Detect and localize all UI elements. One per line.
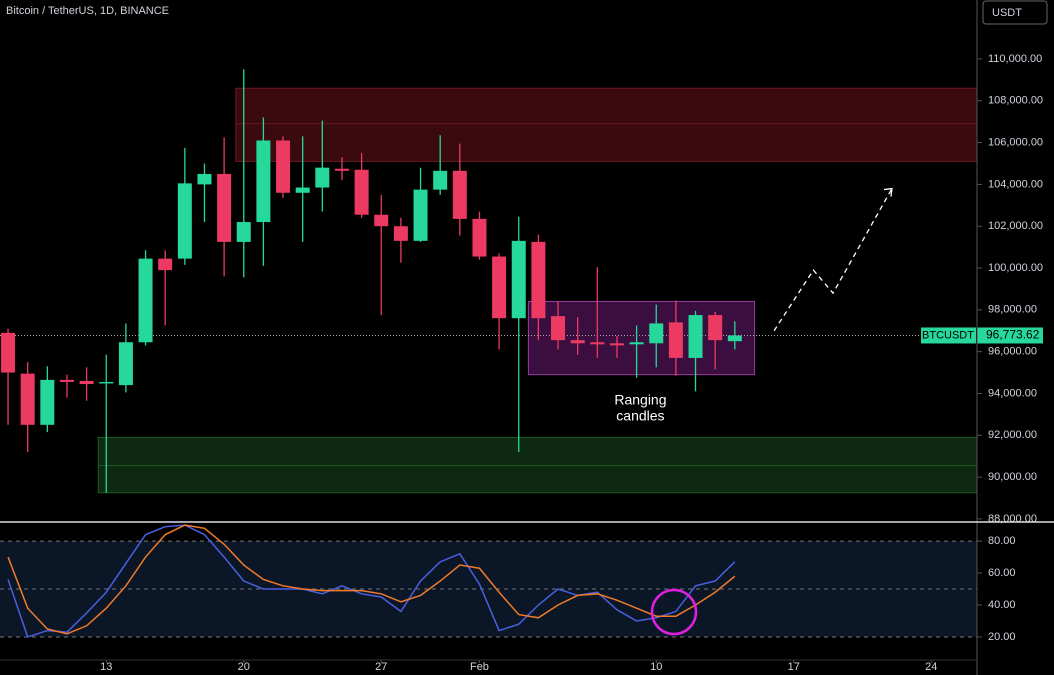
y-tick-label: 90,000.00 bbox=[988, 471, 1037, 483]
y-tick-label: 92,000.00 bbox=[988, 429, 1037, 441]
candle-body bbox=[629, 342, 644, 345]
annotation: Ranging bbox=[614, 392, 666, 408]
candle-body bbox=[413, 189, 428, 241]
candle-body bbox=[452, 170, 467, 219]
y-tick-label: 94,000.00 bbox=[988, 387, 1037, 399]
y-tick-label: 100,000.00 bbox=[988, 262, 1043, 274]
candle-body bbox=[236, 222, 251, 242]
x-tick-label: 24 bbox=[925, 661, 937, 673]
candle-body bbox=[570, 340, 585, 344]
candle-body bbox=[649, 323, 664, 344]
symbol-box bbox=[921, 327, 976, 344]
y-tick-label: 40.00 bbox=[988, 599, 1016, 611]
candle-body bbox=[708, 315, 723, 341]
x-tick-label: 20 bbox=[238, 661, 250, 673]
candle-body bbox=[590, 342, 605, 345]
highlight-circle bbox=[650, 588, 698, 636]
last-price-box bbox=[977, 327, 1043, 344]
last-price-label: 96,773.62 bbox=[986, 328, 1040, 342]
y-tick-label: 108,000.00 bbox=[988, 95, 1043, 107]
candle-body bbox=[393, 226, 408, 241]
candle-body bbox=[217, 173, 232, 242]
y-tick-label: 104,000.00 bbox=[988, 178, 1043, 190]
y-tick-label: 102,000.00 bbox=[988, 220, 1043, 232]
y-tick-label: 106,000.00 bbox=[988, 136, 1043, 148]
zone bbox=[97, 436, 977, 494]
candle-body bbox=[668, 322, 683, 358]
candle-body bbox=[334, 168, 349, 171]
candle-body bbox=[158, 258, 173, 271]
oscillator-line bbox=[7, 524, 736, 638]
annotation: candles bbox=[616, 408, 664, 424]
y-tick-label: 98,000.00 bbox=[988, 304, 1037, 316]
candle-body bbox=[138, 258, 153, 343]
oscillator-line bbox=[7, 524, 736, 635]
candle-body bbox=[315, 167, 330, 188]
projection-path bbox=[773, 188, 893, 332]
zone bbox=[235, 87, 977, 162]
candle-body bbox=[688, 315, 703, 358]
candle-body bbox=[177, 183, 192, 259]
candle-body bbox=[472, 218, 487, 257]
y-tick-label: 110,000.00 bbox=[988, 53, 1042, 65]
candle-body bbox=[20, 373, 35, 425]
candle-body bbox=[40, 379, 55, 425]
candle-body bbox=[99, 381, 114, 384]
candle-body bbox=[256, 140, 271, 223]
y-tick-label: 88,000.00 bbox=[988, 513, 1037, 525]
candle-body bbox=[354, 169, 369, 215]
x-tick-label: 27 bbox=[375, 661, 387, 673]
chart-title: Bitcoin / TetherUS, 1D, BINANCE bbox=[6, 5, 169, 17]
oscillator-pane bbox=[0, 524, 977, 638]
axes: 88,000.00 90,000.00 92,000.00 94,000.00 96,0… bbox=[100, 53, 1043, 673]
candle-body bbox=[609, 343, 624, 346]
x-tick-label: Feb bbox=[470, 661, 489, 673]
x-tick-label: 13 bbox=[100, 661, 112, 673]
y-tick-label: 80.00 bbox=[988, 535, 1016, 547]
candle-body bbox=[197, 173, 212, 185]
candle-body bbox=[551, 316, 566, 341]
candle-body bbox=[374, 214, 389, 227]
symbol-label: BTCUSDT bbox=[922, 329, 974, 341]
candle-body bbox=[433, 170, 448, 190]
currency[interactable]: USDT bbox=[992, 7, 1022, 19]
candle-body bbox=[118, 342, 133, 386]
currency-box[interactable] bbox=[982, 0, 1048, 25]
candle-body bbox=[727, 335, 742, 342]
candle-body bbox=[59, 379, 74, 382]
projection-arrowhead bbox=[883, 187, 893, 197]
candle-body bbox=[79, 380, 94, 385]
candle-body bbox=[531, 241, 546, 319]
candle-body bbox=[276, 140, 291, 193]
candle-body bbox=[1, 332, 16, 373]
x-tick-label: 10 bbox=[650, 661, 662, 673]
x-tick-label: 17 bbox=[788, 661, 800, 673]
candle-body bbox=[492, 256, 507, 319]
y-tick-label: 20.00 bbox=[988, 631, 1016, 643]
y-tick-label: 96,000.00 bbox=[988, 346, 1037, 358]
y-tick-label: 60.00 bbox=[988, 567, 1016, 579]
candle-body bbox=[295, 187, 310, 193]
candle-body bbox=[511, 240, 526, 319]
